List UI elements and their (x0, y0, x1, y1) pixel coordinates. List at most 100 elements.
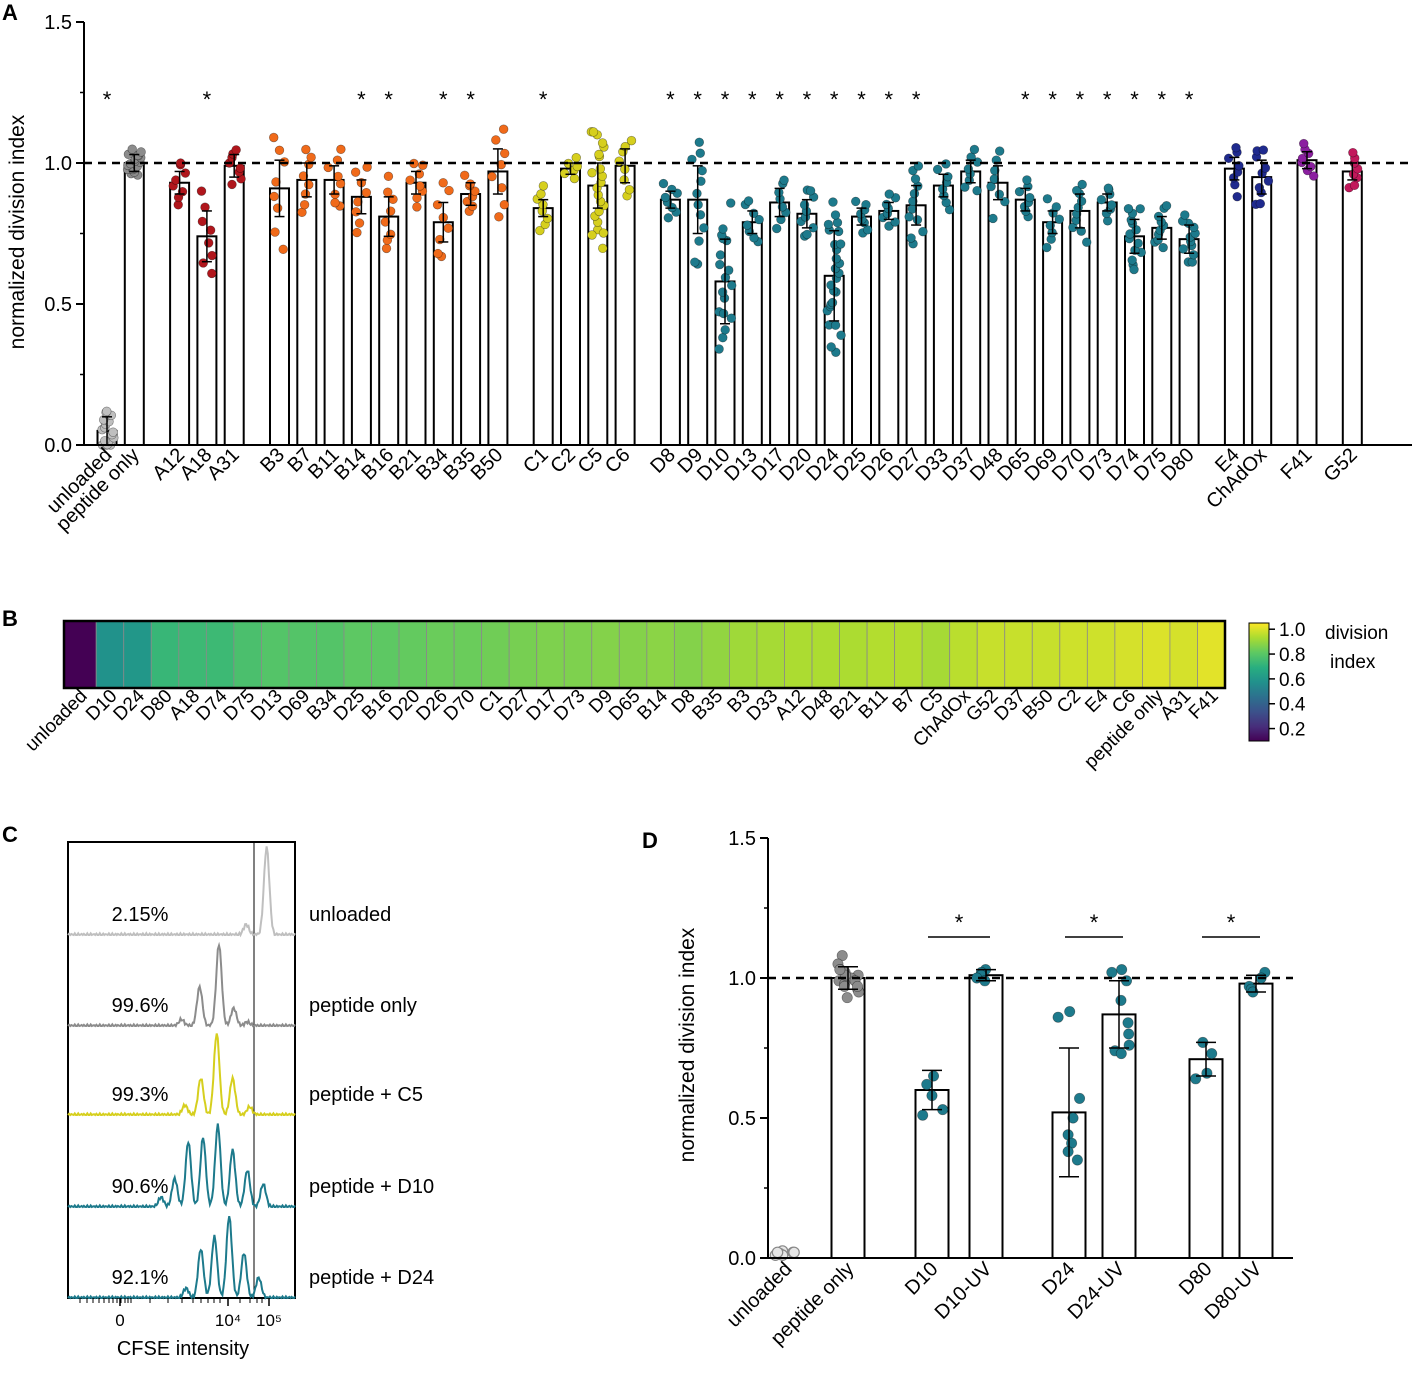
heatmap-cell-g52 (976, 620, 1006, 689)
point-a31 (231, 145, 241, 155)
panel-c-frame (67, 841, 296, 1299)
point-b34 (433, 248, 443, 259)
point-d10 (727, 280, 737, 291)
point-e4 (1223, 153, 1234, 163)
heatmap-label-b11: B11 (855, 686, 893, 724)
heatmap-cell-b35 (701, 620, 730, 689)
bar-b21 (405, 181, 427, 447)
point-d80 (1206, 1048, 1218, 1060)
point-d70 (1076, 196, 1087, 206)
point-d33 (932, 164, 943, 175)
bar-b3 (269, 187, 290, 446)
heatmap-cell-d73 (563, 620, 593, 689)
significance-star-d70: * (1076, 87, 1085, 112)
heatmap-cell-c5 (921, 620, 951, 689)
point-chadox (1258, 145, 1269, 155)
point-c6 (626, 135, 637, 146)
point-d24 (827, 297, 838, 308)
category-label-d24-uv: D24-UV (1064, 1258, 1130, 1324)
point-a18 (197, 216, 208, 227)
point-d9 (696, 176, 706, 186)
category-label-d24: D24 (1038, 1258, 1080, 1300)
y-tick-label: 1.0 (728, 968, 756, 990)
point-d70 (1076, 226, 1086, 236)
point-d65 (1014, 186, 1025, 197)
heatmap-label-b14: B14 (633, 685, 672, 724)
point-d24-uv (1116, 964, 1128, 976)
heatmap-cell-b11 (866, 620, 896, 689)
point-d8 (658, 178, 669, 189)
point-d13 (754, 214, 764, 225)
point-b34 (444, 185, 454, 196)
point-d13 (743, 196, 754, 206)
heatmap-cell-d33 (756, 620, 785, 689)
bar-d80-uv (1238, 982, 1274, 1259)
point-b50 (487, 171, 497, 182)
point-e4 (1231, 142, 1241, 153)
point-unloaded (100, 436, 110, 446)
significance-star-b16: * (384, 87, 393, 112)
point-d10 (718, 224, 728, 234)
point-d8 (663, 213, 674, 223)
point-d69 (1051, 202, 1062, 212)
heatmap-cell-b16 (371, 620, 400, 689)
histogram-trace-peptide-d24 (67, 1215, 296, 1300)
point-c5 (597, 138, 608, 148)
point-d70 (1077, 179, 1087, 190)
significance-star-1: * (1090, 910, 1099, 935)
point-d26 (884, 189, 894, 199)
gate-percent-peptide-c5: 99.3% (112, 1084, 169, 1106)
point-b3 (278, 244, 288, 255)
point-d80 (1188, 250, 1199, 260)
point-d24-uv (1122, 1017, 1134, 1029)
bar-b7 (296, 178, 318, 446)
panel-a-label: A (2, 0, 18, 25)
bar-d26 (878, 209, 900, 446)
point-c5 (587, 168, 597, 178)
heatmap-cell-d70 (453, 620, 483, 689)
point-b16 (385, 206, 396, 216)
point-c5 (594, 149, 604, 160)
point-g52 (1348, 147, 1358, 158)
point-d10 (921, 1078, 933, 1090)
point-d80 (1190, 1073, 1202, 1085)
heatmap-cell-d9 (591, 620, 620, 689)
panel-b-label: B (2, 606, 18, 631)
point-c1 (542, 213, 553, 224)
point-d24 (833, 226, 844, 237)
bar-peptide-only (830, 977, 866, 1259)
bar-d65 (1014, 198, 1036, 446)
heatmap-cell-d80 (150, 620, 180, 689)
heatmap-cell-d65 (618, 620, 648, 689)
point-d80 (1201, 1067, 1213, 1079)
point-d27 (904, 212, 914, 222)
point-a18 (196, 186, 207, 196)
point-d80 (1180, 210, 1190, 220)
point-b50 (494, 212, 504, 222)
panel-d-bars (830, 974, 1274, 1260)
sample-label-peptide-d24: peptide + D24 (309, 1267, 434, 1289)
point-a18 (203, 238, 214, 248)
point-d37 (969, 144, 980, 155)
heatmap-cell-b21 (839, 620, 868, 689)
y-tick-label: 1.0 (44, 153, 72, 175)
heatmap-cell-peptide-only (1142, 620, 1171, 689)
significance-star-d8: * (666, 87, 675, 112)
point-b50 (496, 159, 506, 170)
point-b50 (498, 124, 509, 134)
point-d27 (910, 174, 921, 184)
point-d65 (1022, 175, 1032, 185)
point-d48 (1000, 196, 1010, 207)
point-d9 (697, 165, 707, 176)
bar-d73 (1096, 201, 1118, 446)
point-d24 (1074, 1092, 1086, 1104)
heatmap-label-b35: B35 (688, 686, 727, 725)
point-b14 (361, 187, 372, 198)
point-d10 (928, 1070, 940, 1082)
point-c6 (624, 185, 635, 195)
point-d80 (1178, 244, 1189, 254)
heatmap-cell-f41 (1197, 620, 1226, 689)
point-b16 (380, 217, 391, 227)
colorbar-ticks: 1.0 0.8 0.6 0.4 0.2 (1269, 620, 1306, 741)
